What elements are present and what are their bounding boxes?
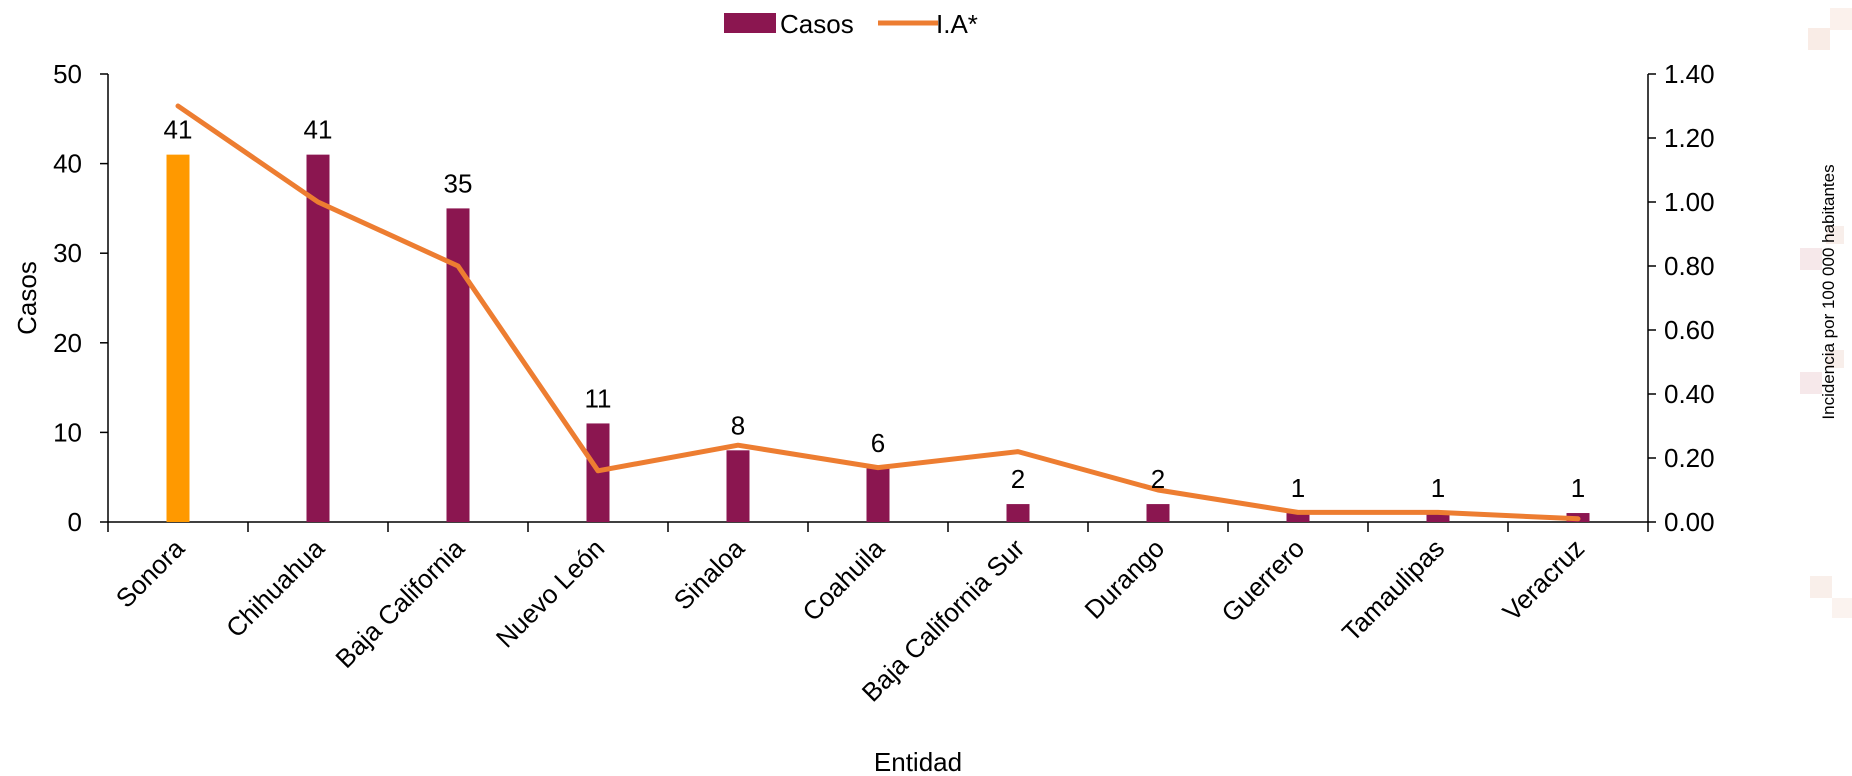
decor-square [1808,28,1830,50]
data-label: 2 [1011,464,1025,494]
bar-sonora [166,154,190,522]
data-label: 41 [304,115,333,145]
data-label: 2 [1151,464,1165,494]
x-tick-label: Chihuahua [220,533,331,644]
y2-tick-label: 1.40 [1664,59,1715,89]
bar-sinaloa [726,450,750,522]
bar-chihuahua [306,154,330,522]
y2-tick-label: 1.00 [1664,187,1715,217]
decor-square [1810,576,1832,598]
y2-tick-label: 1.20 [1664,123,1715,153]
decor-square [1830,8,1852,30]
y-tick-label: 10 [53,417,82,447]
decor-square [1800,248,1822,270]
category-labels: Sonora Chihuahua Baja California Nuevo León… [110,533,1590,708]
legend-swatch-casos [724,13,776,33]
y2-tick-label: 0.20 [1664,443,1715,473]
x-tick-label: Sinaloa [668,533,751,616]
x-axis-title: Entidad [874,747,962,776]
legend: Casos I.A* [724,9,978,39]
y-tick-label: 20 [53,328,82,358]
bar-tamaulipas [1426,513,1450,522]
x-tick-label: Baja California [329,533,470,674]
decor-square [1826,350,1844,368]
x-tick-label: Durango [1079,533,1171,625]
y2-tick-label: 0.80 [1664,251,1715,281]
y-axis-title: Casos [12,261,42,335]
y2-tick-label: 0.00 [1664,507,1715,537]
data-label: 6 [871,428,885,458]
bar-baja-california [446,208,470,522]
x-tick-label: Coahuila [796,533,890,627]
y2-tick-label: 0.40 [1664,379,1715,409]
x-tick-label: Veracruz [1496,533,1590,627]
x-tick-label: Sonora [110,533,191,614]
data-label: 1 [1291,473,1305,503]
data-label: 11 [585,383,612,413]
line-series-ia [175,103,1581,522]
decor-square [1826,226,1844,244]
y2-axis-title: Incidencia por 100 000 habitantes [1819,164,1838,419]
decor-square [1800,372,1822,394]
decor-square [1832,598,1852,618]
data-label: 35 [444,168,473,198]
bar-coahuila [866,468,890,522]
data-label: 1 [1571,473,1585,503]
data-label: 8 [731,410,745,440]
y-tick-label: 30 [53,238,82,268]
legend-label-ia: I.A* [936,9,978,39]
y-tick-label: 50 [53,59,82,89]
y-tick-label: 40 [53,149,82,179]
legend-label-casos: Casos [780,9,854,39]
axes: 0 10 20 30 40 50 0.00 0.20 0.40 0.60 0.80 1.00 1.20 1… [53,59,1715,537]
y2-tick-label: 0.60 [1664,315,1715,345]
x-tick-label: Guerrero [1215,533,1310,628]
bar-durango [1146,504,1170,522]
x-tick-label: Tamaulipas [1336,533,1450,647]
x-tick-label: Nuevo León [490,533,610,653]
bar-guerrero [1286,513,1310,522]
data-label: 1 [1431,473,1445,503]
background-decoration [1800,8,1852,618]
data-label: 41 [164,115,193,145]
bar-series-casos [166,154,1590,522]
bar-baja-california-sur [1006,504,1030,522]
y-tick-label: 0 [68,507,82,537]
